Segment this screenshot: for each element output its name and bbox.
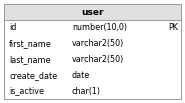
Text: char(1): char(1) (72, 87, 101, 96)
Bar (4, 20, 181, 99)
Text: date: date (72, 71, 90, 80)
Text: varchar2(50): varchar2(50) (72, 39, 124, 48)
Bar (4, 4, 181, 20)
Text: user: user (81, 8, 104, 16)
Text: varchar2(50): varchar2(50) (72, 55, 124, 64)
Text: id: id (9, 23, 16, 32)
Text: PK: PK (168, 23, 178, 32)
Text: number(10,0): number(10,0) (72, 23, 127, 32)
Text: first_name: first_name (9, 39, 52, 48)
Text: is_active: is_active (9, 87, 44, 96)
Text: last_name: last_name (9, 55, 51, 64)
Text: create_date: create_date (9, 71, 57, 80)
